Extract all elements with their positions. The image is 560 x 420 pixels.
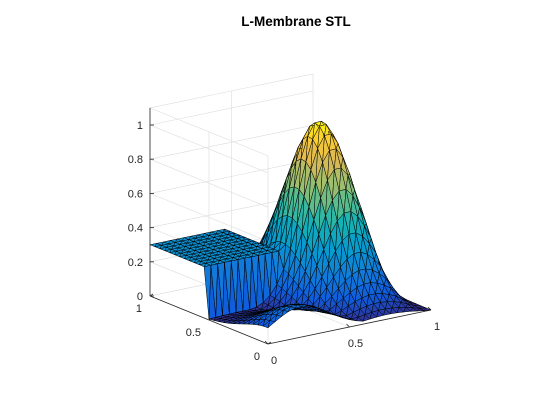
y-tick-mark xyxy=(267,341,272,345)
z-tick-label: 0.2 xyxy=(128,257,143,269)
side-wall-gridline xyxy=(149,107,269,157)
membrane-surface xyxy=(149,120,432,329)
side-wall-gridline xyxy=(149,158,269,208)
y-tick-label: 1 xyxy=(136,303,142,315)
side-wall-gridline xyxy=(149,124,269,174)
back-wall-gridline xyxy=(149,90,314,126)
chart-title: L-Membrane STL xyxy=(241,14,351,29)
z-tick-label: 0.8 xyxy=(128,154,143,166)
side-wall-gridline xyxy=(149,193,269,242)
y-tick-label: 0 xyxy=(254,351,260,363)
surface-face xyxy=(423,307,432,311)
y-tick-label: 0.5 xyxy=(186,327,201,339)
back-wall-gridline xyxy=(149,73,314,109)
axes-layer xyxy=(149,107,432,345)
z-tick-label: 1 xyxy=(137,120,143,132)
x-tick-label: 1 xyxy=(434,321,440,333)
back-wall-gridline xyxy=(149,124,314,160)
z-tick-label: 0.6 xyxy=(128,188,143,200)
x-tick-label: 0.5 xyxy=(348,338,363,350)
z-tick-label: 0 xyxy=(137,291,143,303)
x-tick-mark xyxy=(346,323,350,328)
z-tick-label: 0.4 xyxy=(128,223,143,235)
x-tick-label: 0 xyxy=(271,355,277,367)
back-wall-gridline xyxy=(149,159,314,194)
x-tick-mark xyxy=(264,340,269,345)
